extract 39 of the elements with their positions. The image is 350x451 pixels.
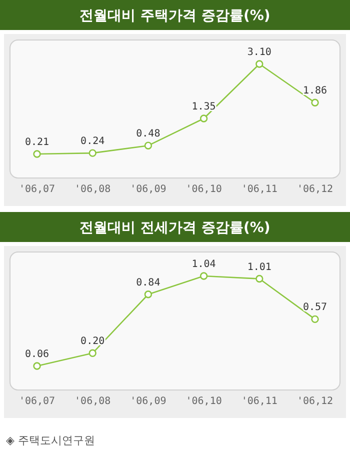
x-tick-label: '06,09 bbox=[130, 184, 166, 195]
point bbox=[88, 349, 96, 357]
point bbox=[33, 362, 41, 370]
point bbox=[311, 98, 319, 106]
point bbox=[256, 60, 264, 68]
x-tick-label: '06,08 bbox=[74, 184, 111, 195]
x-tick-label: '06,11 bbox=[241, 396, 278, 407]
x-tick-label: '06,07 bbox=[18, 184, 56, 195]
chart-title: 전월대비 주택가격 증감률(%) bbox=[80, 8, 270, 24]
x-tick-label: '06,07 bbox=[18, 396, 56, 407]
data-label: 0.24 bbox=[80, 136, 105, 148]
data-label: 0.20 bbox=[80, 336, 105, 348]
data-label: 1.35 bbox=[192, 102, 216, 112]
point bbox=[88, 149, 96, 157]
x-tick-label: '06,10 bbox=[186, 184, 222, 195]
data-label: 0.21 bbox=[24, 137, 50, 148]
x-tick-label: '06,12 bbox=[296, 396, 334, 407]
point bbox=[144, 142, 152, 150]
x-tick-label: '06,12 bbox=[296, 184, 334, 195]
point bbox=[33, 150, 41, 158]
x-tick-label: '06,11 bbox=[241, 184, 278, 195]
data-label: 0.48 bbox=[136, 128, 160, 140]
data-label: 1.01 bbox=[247, 262, 272, 273]
data-label: 1.04 bbox=[192, 259, 216, 270]
data-label: 0.84 bbox=[136, 277, 160, 288]
x-tick-label: '06,10 bbox=[186, 396, 222, 407]
point bbox=[200, 272, 208, 280]
data-label: 0.57 bbox=[302, 302, 328, 314]
point bbox=[144, 290, 152, 298]
chart-title: 전월대비 전세가격 증감률(%) bbox=[80, 220, 270, 236]
x-tick-label: '06,09 bbox=[130, 396, 166, 407]
data-label: 0.06 bbox=[24, 349, 50, 360]
point bbox=[256, 274, 264, 283]
x-tick-label: '06,08 bbox=[74, 396, 111, 407]
data-label: 1.86 bbox=[302, 86, 328, 97]
point bbox=[200, 114, 208, 122]
data-label: 3.10 bbox=[247, 47, 272, 58]
point bbox=[311, 315, 319, 324]
text: ◈ 주택도시연구원 bbox=[6, 434, 95, 447]
